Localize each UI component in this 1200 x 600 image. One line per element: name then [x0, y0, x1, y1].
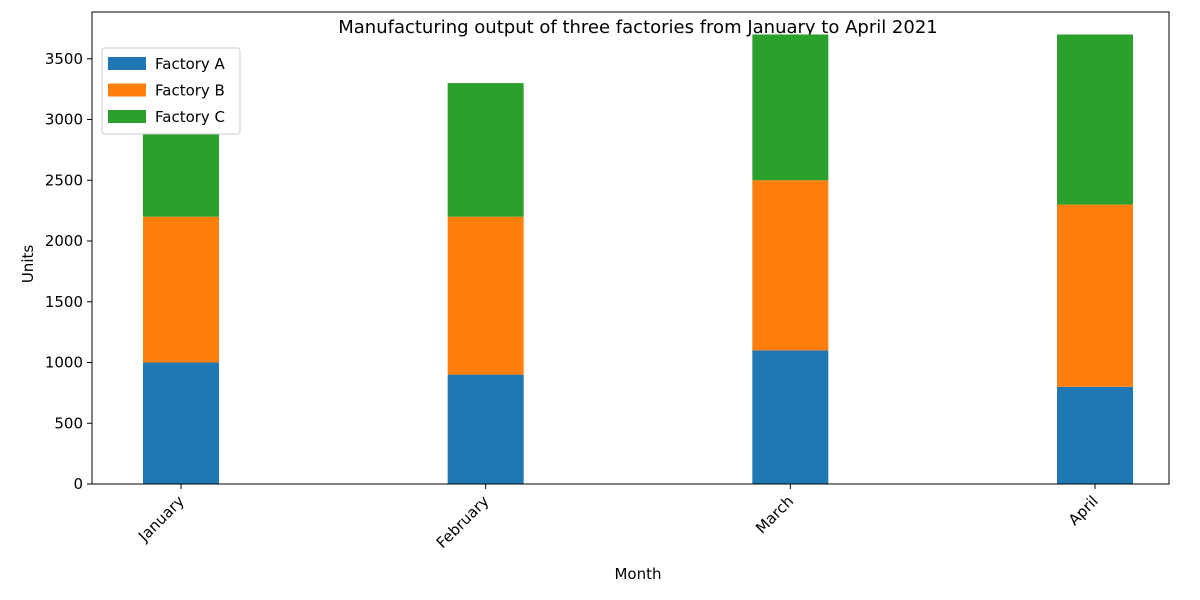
legend-swatch — [108, 57, 146, 70]
bar-factory-b-march — [752, 180, 829, 351]
bar-factory-a-april — [1057, 386, 1133, 484]
x-tick-label: April — [1065, 492, 1102, 529]
y-tick-label: 1000 — [45, 354, 83, 372]
bar-factory-a-february — [447, 374, 524, 484]
legend-swatch — [108, 83, 146, 97]
legend-label: Factory A — [155, 55, 226, 73]
bar-factory-b-january — [143, 216, 219, 363]
legend: Factory A Factory B Factory C — [101, 47, 241, 135]
legend-swatch — [108, 110, 146, 123]
bar-factory-c-april — [1057, 34, 1133, 205]
y-tick-label: 3500 — [45, 50, 83, 68]
y-tick-label: 2000 — [45, 232, 83, 250]
y-tick-label: 500 — [54, 414, 83, 432]
y-tick-label: 2500 — [45, 171, 83, 189]
bar-factory-c-february — [447, 83, 524, 217]
bar-factory-b-april — [1057, 204, 1133, 387]
y-axis-label: Units — [19, 245, 37, 284]
x-tick-label: January — [134, 492, 188, 546]
y-tick-label: 1500 — [45, 293, 83, 311]
y-axis: 0 500 1000 1500 2000 2500 3000 3500 — [45, 50, 92, 493]
chart-title: Manufacturing output of three factories … — [338, 17, 938, 38]
legend-label: Factory B — [155, 82, 225, 100]
bar-factory-a-january — [143, 362, 219, 484]
x-tick-label: March — [752, 492, 797, 537]
plot-area — [143, 34, 1133, 484]
y-tick-label: 3000 — [45, 111, 83, 129]
x-axis: January February March April — [134, 484, 1102, 552]
x-axis-label: Month — [614, 565, 661, 583]
bar-factory-c-march — [752, 34, 829, 181]
bar-factory-a-march — [752, 350, 829, 484]
y-tick-label: 0 — [73, 475, 83, 493]
x-tick-label: February — [433, 492, 493, 552]
bar-factory-b-february — [447, 216, 524, 375]
plot-frame — [91, 11, 1170, 485]
bar-factory-c-january — [143, 119, 219, 217]
legend-label: Factory C — [155, 108, 225, 126]
